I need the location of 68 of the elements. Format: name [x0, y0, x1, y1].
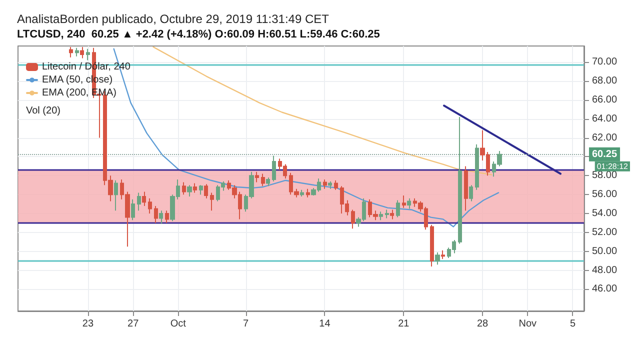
candlestick: [182, 182, 186, 196]
candlestick: [458, 116, 462, 244]
y-tick-label: 46.00: [592, 284, 618, 295]
chart-subtitle: LTCUSD, 240 60.25 ▲ +2.42 (+4.18%) O:60.09 H:60.51 L:59.46 C:60.25: [17, 28, 380, 40]
x-tick-label: 14: [319, 318, 331, 330]
line-series: [152, 46, 492, 176]
candlestick: [385, 209, 389, 219]
candlestick: [435, 252, 440, 266]
candlestick: [204, 184, 208, 199]
candlestick: [469, 184, 473, 202]
y-tick-label: 58.00: [592, 170, 618, 182]
x-tick-label: 5: [570, 318, 576, 330]
y-tick-label: 70.00: [592, 56, 618, 68]
candlestick: [142, 191, 146, 206]
candlestick: [396, 200, 400, 218]
candlestick: [148, 198, 152, 214]
chart-title: AnalistaBorden publicado, Octubre 29, 2019 11:31:49 CET: [17, 12, 330, 26]
candlestick: [255, 171, 259, 183]
candlestick: [199, 184, 203, 196]
candlestick: [210, 192, 214, 212]
candlestick: [407, 198, 411, 210]
x-tick-label: Oct: [170, 318, 186, 330]
candlestick: [86, 48, 90, 61]
candlestick: [137, 192, 141, 212]
candlestick: [80, 46, 84, 59]
candlestick: [69, 46, 73, 58]
candlestick: [154, 205, 158, 224]
candlestick: [441, 250, 445, 260]
candlestick: [272, 155, 276, 182]
x-tick-label: 27: [128, 318, 140, 330]
candlestick: [323, 178, 327, 190]
ref-line-label: 60.25: [592, 148, 618, 160]
candlestick: [351, 209, 355, 230]
candlestick: [159, 210, 163, 224]
y-tick-label: 56.00: [592, 189, 618, 200]
candlestick: [306, 188, 310, 198]
y-tick-label: 68.00: [592, 76, 618, 87]
candlestick: [261, 173, 265, 187]
candlestick: [402, 195, 406, 208]
candlestick: [75, 47, 79, 57]
candlestick: [464, 166, 468, 212]
annotation: Vol (20): [26, 106, 60, 116]
candlestick: [334, 180, 338, 190]
candlestick: [300, 189, 304, 197]
y-tick-label: 54.00: [592, 208, 618, 220]
x-tick-label: 28: [476, 318, 489, 330]
candlestick: [266, 177, 270, 187]
x-tick-label: 21: [398, 318, 410, 330]
candlestick: [328, 180, 332, 190]
y-tick-label: 66.00: [592, 94, 618, 106]
x-tick-label: 23: [82, 318, 94, 330]
candlestick: [187, 184, 192, 197]
y-tick-label: 62.00: [592, 132, 618, 144]
y-tick-label: 52.00: [592, 226, 618, 238]
y-tick-label: 64.00: [592, 113, 618, 124]
x-tick-label: Nov: [518, 318, 537, 330]
candlestick: [390, 209, 394, 220]
x-tick-label: 7: [243, 318, 250, 330]
candlestick: [165, 210, 169, 224]
candlestick: [475, 144, 479, 190]
y-tick-label: 48.00: [592, 264, 618, 276]
candlestick: [114, 180, 118, 212]
candlestick: [193, 182, 197, 194]
candlestick: [131, 198, 135, 221]
text: 01:28:12: [596, 162, 629, 171]
candlestick: [430, 224, 434, 268]
candlestick: [379, 211, 383, 221]
y-tick-label: 50.00: [592, 246, 618, 257]
